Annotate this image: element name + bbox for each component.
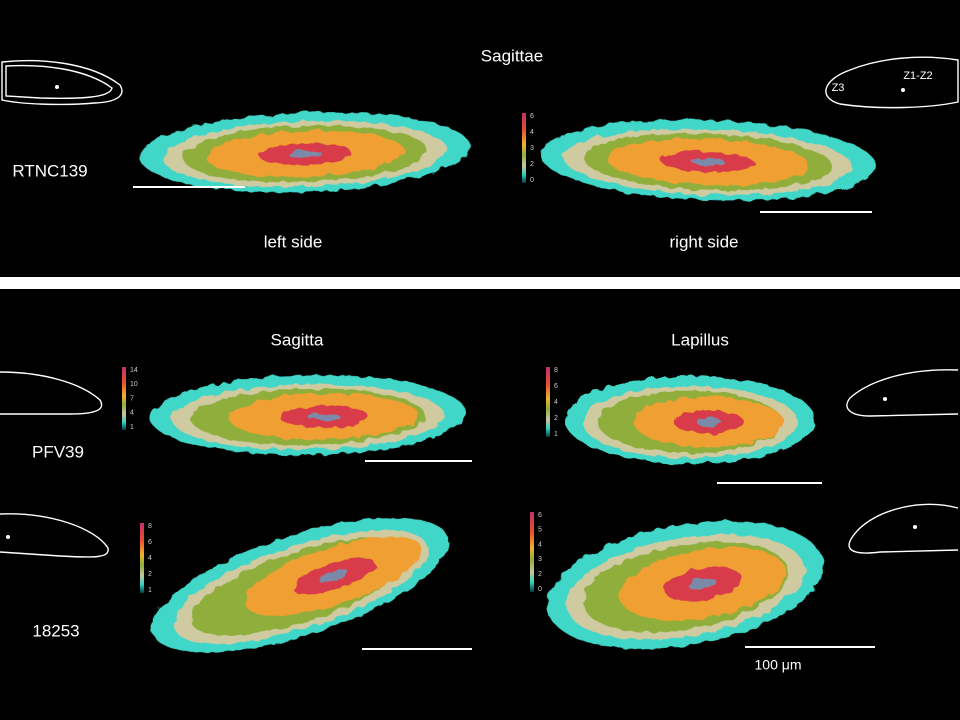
column-label: Lapillus [671,330,729,349]
outline-sketch [0,371,103,415]
colorbar-tick-label: 3 [530,145,534,152]
specimen-label: 18253 [32,621,79,640]
specimen-label: RTNC139 [12,161,87,180]
colorbar-tick-label: 4 [530,129,534,136]
outline-sketch [0,513,109,558]
otolith [565,376,815,464]
colorbar-tick-label: 0 [530,177,534,184]
colorbar-tick-label: 8 [148,523,152,530]
colorbar-tick-label: 4 [554,399,558,406]
colorbar-tick-label: 2 [554,415,558,422]
colorbar-tick-label: 0 [538,586,542,593]
colorbar-tick-label: 1 [554,431,558,438]
otolith-layer [688,577,717,591]
otolith-images [140,111,876,653]
colorbar-tick-label: 4 [130,410,134,417]
zone-label: Z3 [832,82,845,94]
colorbar-tick-label: 14 [130,367,138,374]
title: Sagittae [481,46,543,65]
colorbar-tick-label: 3 [538,556,542,563]
colorbar-tick-label: 8 [554,367,558,374]
colorbars: 6 4 3 2 0 14 10 7 4 1 8 6 4 2 1 8 6 4 2 1 6 5 4 3 2 0 [122,113,558,594]
zone-label: Z1-Z2 [903,70,932,82]
colorbar [122,367,126,430]
otolith [546,521,824,649]
colorbar [140,523,144,593]
otolith [140,111,470,193]
side-label: left side [264,232,323,251]
otolith-layer [288,150,322,158]
otolith [150,374,466,456]
colorbar-tick-label: 5 [538,527,542,534]
colorbar-tick-label: 6 [148,539,152,546]
center-dot [6,535,10,539]
colorbar-tick-label: 7 [130,395,134,402]
colorbar-tick-label: 2 [148,571,152,578]
center-dot [901,88,905,92]
outline-sketch [5,64,113,99]
outline-sketch [846,369,959,417]
outline-sketch [848,503,959,554]
colorbar-tick-label: 6 [538,512,542,519]
otolith-layer [308,412,340,421]
otolith [151,517,449,653]
colorbar [530,512,534,592]
colorbar [522,113,526,183]
otolith-layer [318,569,349,583]
divider [0,277,960,289]
colorbar-tick-label: 1 [130,424,134,431]
center-dot [883,397,887,401]
outline-sketch [825,56,959,109]
colorbar-tick-label: 1 [148,587,152,594]
otolith-layer [696,417,722,427]
colorbar-tick-label: 10 [130,381,138,388]
colorbar-tick-label: 4 [538,541,542,548]
colorbar-tick-label: 6 [554,383,558,390]
colorbar-tick-label: 6 [530,113,534,120]
colorbar-tick-label: 2 [538,571,542,578]
center-dot [913,525,917,529]
specimen-label: PFV39 [32,442,84,461]
colorbar-tick-label: 4 [148,555,152,562]
otolith-layer [691,158,725,166]
outline-sketch [1,59,123,106]
center-dot [55,85,59,89]
colorbar [546,367,550,437]
side-label: right side [670,232,739,251]
scale-label: 100 μm [755,657,802,673]
otolith [540,119,876,201]
column-label: Sagitta [271,330,324,349]
colorbar-tick-label: 2 [530,161,534,168]
